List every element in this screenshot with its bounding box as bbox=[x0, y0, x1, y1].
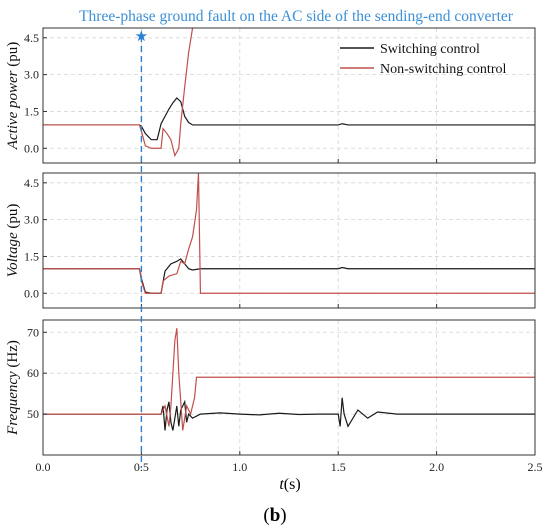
series-line-non_switching bbox=[43, 28, 194, 158]
y-tick-label: 3.0 bbox=[24, 213, 39, 227]
x-tick-label: 1.5 bbox=[331, 460, 346, 474]
plot-frame bbox=[42, 319, 536, 456]
caption-letter: b bbox=[270, 505, 281, 526]
series-line-switching bbox=[43, 97, 535, 141]
x-tick-label: 2.0 bbox=[429, 460, 444, 474]
series-line-non_switching bbox=[43, 328, 535, 431]
y-tick-label: 0.0 bbox=[24, 141, 39, 155]
fault-star-icon: ★ bbox=[135, 29, 148, 45]
y-tick-label: 1.5 bbox=[24, 249, 39, 263]
plot-frame bbox=[42, 172, 536, 309]
legend-label-non_switching: Non-switching control bbox=[380, 62, 506, 77]
caption-open-paren: ( bbox=[263, 505, 269, 526]
y-axis-quantity: Active power bbox=[5, 70, 21, 150]
y-tick-label: 70 bbox=[27, 325, 39, 339]
y-tick-label: 4.5 bbox=[24, 31, 39, 45]
x-tick-label: 2.5 bbox=[528, 460, 543, 474]
y-axis-label: Active power (pu) bbox=[5, 42, 21, 150]
figure-caption: (b) bbox=[263, 505, 286, 526]
y-tick-label: 1.5 bbox=[24, 104, 39, 118]
x-axis-label: t(s) bbox=[279, 476, 300, 493]
series-line-switching bbox=[43, 258, 535, 294]
y-tick-label: 60 bbox=[27, 366, 39, 380]
series-line-non_switching bbox=[43, 173, 535, 294]
fault-annotation: Three-phase ground fault on the AC side … bbox=[79, 8, 514, 25]
y-tick-label: 3.0 bbox=[24, 68, 39, 82]
y-tick-label: 4.5 bbox=[24, 176, 39, 190]
y-axis-unit: (pu) bbox=[5, 42, 21, 71]
x-axis-variable: t bbox=[279, 476, 284, 493]
y-axis-quantity: Voltage bbox=[5, 232, 21, 277]
y-axis-label: Frequency (Hz) bbox=[5, 340, 21, 436]
caption-close-paren: ) bbox=[280, 505, 286, 526]
y-tick-label: 0.0 bbox=[24, 286, 39, 300]
series-line-switching bbox=[43, 397, 535, 431]
plot-frame bbox=[42, 27, 536, 164]
x-axis-unit: (s) bbox=[284, 476, 301, 493]
x-tick-label: 0.0 bbox=[36, 460, 51, 474]
y-axis-quantity: Frequency bbox=[5, 371, 21, 436]
x-tick-label: 1.0 bbox=[232, 460, 247, 474]
y-tick-label: 50 bbox=[27, 407, 39, 421]
y-axis-unit: (Hz) bbox=[5, 340, 21, 371]
y-axis-unit: (pu) bbox=[5, 204, 21, 233]
y-axis-label: Voltage (pu) bbox=[5, 204, 21, 278]
legend-label-switching: Switching control bbox=[380, 42, 480, 57]
